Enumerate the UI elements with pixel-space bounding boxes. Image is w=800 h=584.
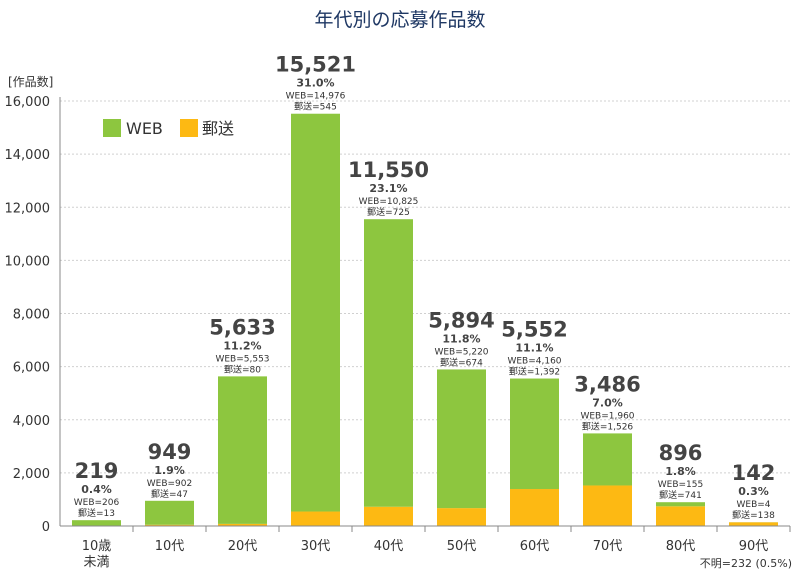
bar-web [218, 376, 267, 524]
mail-count-label: 郵送=47 [151, 488, 188, 500]
web-count-label: WEB=4,160 [507, 357, 561, 367]
mail-count-label: 郵送=1,392 [509, 366, 560, 378]
bar-web [437, 369, 486, 508]
x-tick-label: 10代 [155, 539, 185, 554]
y-tick-label: 4,000 [13, 414, 50, 429]
bar-mail [291, 512, 340, 526]
percent-label: 1.9% [154, 464, 185, 477]
mail-count-label: 郵送=674 [440, 356, 483, 368]
total-label: 15,521 [275, 53, 356, 77]
total-label: 5,552 [501, 318, 567, 342]
y-tick-label: 16,000 [5, 95, 51, 110]
mail-count-label: 郵送=741 [659, 489, 702, 501]
legend-label: 郵送 [202, 119, 234, 138]
y-tick-label: 0 [42, 520, 50, 535]
web-count-label: WEB=1,960 [580, 411, 634, 421]
bar-web [510, 379, 559, 490]
legend-swatch [180, 119, 198, 137]
bar-web [364, 219, 413, 507]
web-count-label: WEB=206 [74, 498, 120, 508]
percent-label: 7.0% [592, 396, 623, 409]
x-tick-label: 40代 [374, 539, 404, 554]
web-count-label: WEB=155 [658, 480, 703, 490]
mail-count-label: 郵送=138 [732, 509, 775, 521]
total-label: 142 [732, 461, 776, 485]
x-tick-label: 50代 [447, 539, 477, 554]
total-label: 949 [148, 440, 192, 464]
bar-web [145, 501, 194, 525]
bar-mail [437, 508, 486, 526]
mail-count-label: 郵送=545 [294, 101, 337, 113]
percent-label: 23.1% [369, 182, 407, 195]
percent-label: 11.8% [442, 332, 480, 345]
total-label: 3,486 [574, 372, 640, 396]
y-tick-label: 6,000 [13, 361, 50, 376]
x-tick-label: 80代 [666, 539, 696, 554]
total-label: 5,894 [428, 308, 494, 332]
y-tick-label: 2,000 [13, 467, 50, 482]
bar-web [656, 502, 705, 506]
percent-label: 0.4% [81, 483, 112, 496]
y-tick-label: 12,000 [5, 201, 51, 216]
total-label: 896 [659, 441, 703, 465]
y-tick-label: 10,000 [5, 254, 51, 269]
percent-label: 1.8% [665, 465, 696, 478]
mail-count-label: 郵送=13 [78, 507, 115, 519]
mail-count-label: 郵送=80 [224, 363, 261, 375]
web-count-label: WEB=10,825 [359, 197, 419, 207]
total-label: 219 [75, 459, 119, 483]
web-count-label: WEB=14,976 [286, 92, 346, 102]
chart-title: 年代別の応募作品数 [314, 9, 485, 31]
bar-mail [656, 506, 705, 526]
bar-mail [510, 489, 559, 526]
x-tick-label: 20代 [228, 539, 258, 554]
legend-swatch [103, 119, 121, 137]
bar-web [72, 520, 121, 525]
percent-label: 11.2% [223, 339, 261, 352]
x-tick-label: 10歳 [82, 539, 112, 554]
mail-count-label: 郵送=725 [367, 206, 410, 218]
mail-count-label: 郵送=1,526 [582, 420, 634, 432]
legend-label: WEB [126, 119, 163, 138]
web-count-label: WEB=5,220 [434, 347, 488, 357]
x-tick-label: 90代 [739, 539, 769, 554]
x-tick-label: 70代 [593, 539, 623, 554]
web-count-label: WEB=902 [147, 479, 192, 489]
web-count-label: WEB=4 [736, 500, 770, 510]
footnote: 不明=232 (0.5%) [700, 557, 792, 570]
total-label: 11,550 [348, 158, 429, 182]
y-tick-label: 8,000 [13, 308, 50, 323]
bar-mail [583, 485, 632, 526]
x-tick-label: 30代 [301, 539, 331, 554]
total-label: 5,633 [209, 315, 275, 339]
bar-mail [729, 522, 778, 526]
y-tick-label: 14,000 [5, 148, 51, 163]
percent-label: 11.1% [515, 342, 553, 355]
x-tick-label: 60代 [520, 539, 550, 554]
percent-label: 0.3% [738, 485, 769, 498]
bar-mail [364, 507, 413, 526]
y-axis-label: [作品数] [8, 74, 53, 89]
bar-web [583, 433, 632, 485]
bar-web [291, 114, 340, 512]
percent-label: 31.0% [296, 77, 334, 90]
web-count-label: WEB=5,553 [215, 354, 269, 364]
x-tick-label: 未満 [83, 555, 109, 570]
